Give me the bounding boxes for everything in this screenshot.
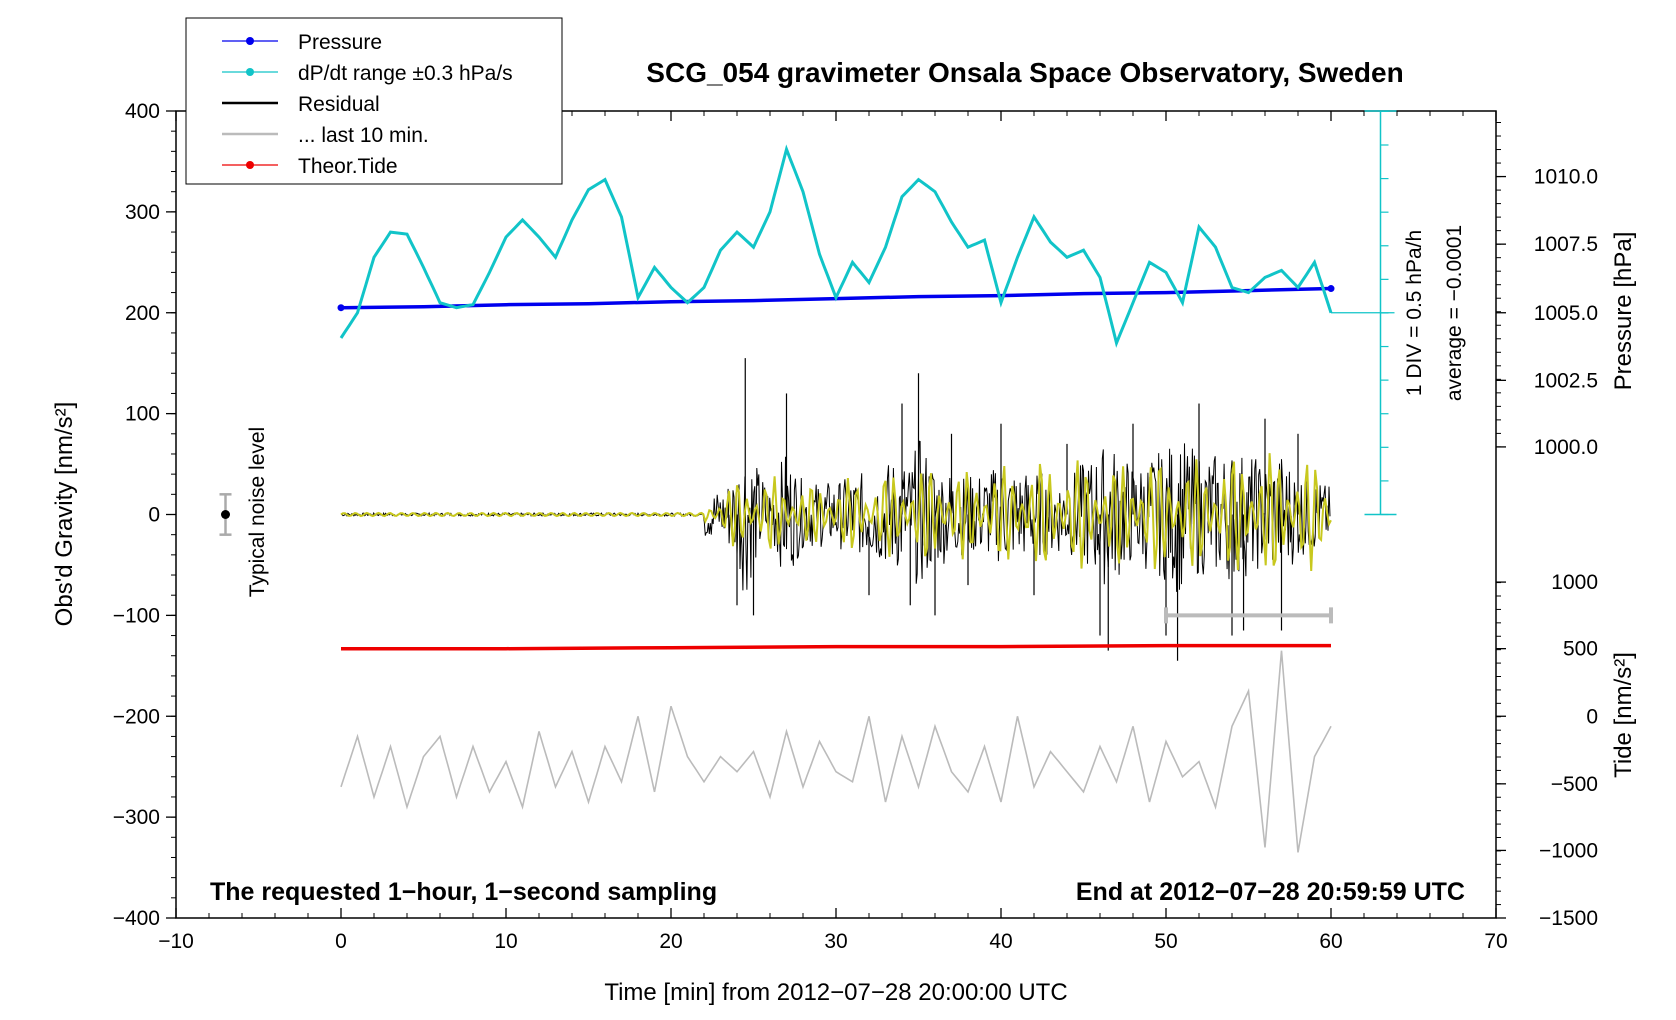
x-tick-label: 10 (494, 930, 517, 953)
x-axis: −10 0 10 20 30 40 50 60 70 (158, 111, 1508, 953)
x-tick-label: 0 (335, 930, 347, 953)
pressure-tick-label: 1005.0 (1534, 302, 1598, 325)
series-last-10-min (340, 650, 1332, 853)
y-tick-label: 0 (148, 504, 160, 527)
y-axis-title-left: Obs'd Gravity [nm/s²] (51, 402, 78, 627)
tide-tick-label: 500 (1563, 638, 1598, 661)
x-tick-label: 40 (989, 930, 1012, 953)
series-layer (337, 144, 1335, 853)
y-tick-label: 100 (125, 403, 160, 426)
pressure-start-dot (337, 304, 345, 312)
dpdt-scale (1331, 110, 1397, 516)
x-tick-label: 50 (1154, 930, 1177, 953)
annotation-left: The requested 1−hour, 1−second sampling (210, 878, 717, 906)
legend-marker (246, 37, 254, 45)
chart-title: SCG_054 gravimeter Onsala Space Observat… (646, 57, 1403, 88)
y-tick-label: 300 (125, 201, 160, 224)
legend: Pressure dP/dt range ±0.3 hPa/s Residual..… (185, 17, 563, 185)
pressure-end-dot (1327, 285, 1335, 293)
x-tick-label: 60 (1319, 930, 1342, 953)
tide-tick-label: 1000 (1551, 571, 1598, 594)
noise-level-label: Typical noise level (246, 427, 269, 597)
series-filtered-residual (340, 453, 1332, 571)
tide-tick-label: −1000 (1539, 839, 1598, 862)
y-tick-label: −100 (113, 604, 160, 627)
noise-point (221, 510, 230, 519)
series-theor-tide (341, 643, 1331, 651)
x-tick-label: 70 (1484, 930, 1507, 953)
tide-tick-label: −1500 (1539, 907, 1598, 930)
dpdt-average-label: average = −0.0001 (1443, 225, 1466, 401)
y-axis-title-tide: Tide [nm/s²] (1610, 652, 1637, 778)
x-tick-label: 20 (659, 930, 682, 953)
legend-label: ... last 10 min. (298, 124, 429, 147)
legend-label: Residual (298, 93, 380, 116)
tide-tick-label: −500 (1551, 773, 1598, 796)
pressure-tick-label: 1000.0 (1534, 436, 1598, 459)
x-tick-label: −10 (158, 930, 194, 953)
y-axis-pressure: 1010.0 1007.5 1005.0 1002.5 1000.0 (1496, 121, 1598, 459)
y-tick-label: 400 (125, 100, 160, 123)
legend-marker (246, 161, 254, 169)
legend-marker (246, 68, 254, 76)
annotation-right: End at 2012−07−28 20:59:59 UTC (1076, 878, 1465, 906)
legend-label: Theor.Tide (298, 155, 398, 178)
series-dpdt (339, 144, 1333, 348)
y-axis-tide: 1000 500 0 −500 −1000 −1500 (1496, 571, 1598, 930)
x-axis-title: Time [min] from 2012−07−28 20:00:00 UTC (604, 979, 1067, 1006)
y-tick-label: −400 (113, 907, 160, 930)
legend-box (185, 17, 563, 185)
legend-label: Pressure (298, 31, 382, 54)
y-tick-label: −300 (113, 806, 160, 829)
pressure-tick-label: 1007.5 (1534, 233, 1598, 256)
pressure-tick-label: 1010.0 (1534, 166, 1598, 189)
x-tick-label: 30 (824, 930, 847, 953)
y-tick-label: 200 (125, 302, 160, 325)
dpdt-div-label: 1 DIV = 0.5 hPa/h (1403, 230, 1426, 396)
y-axis-left: 400 300 200 100 0 −100 −200 −300 −400 (113, 100, 176, 930)
legend-label: dP/dt range ±0.3 hPa/s (298, 62, 513, 85)
y-axis-title-pressure: Pressure [hPa] (1610, 232, 1637, 391)
y-tick-label: −200 (113, 705, 160, 728)
pressure-tick-label: 1002.5 (1534, 369, 1598, 392)
markers (219, 493, 1333, 624)
tide-tick-label: 0 (1586, 705, 1598, 728)
